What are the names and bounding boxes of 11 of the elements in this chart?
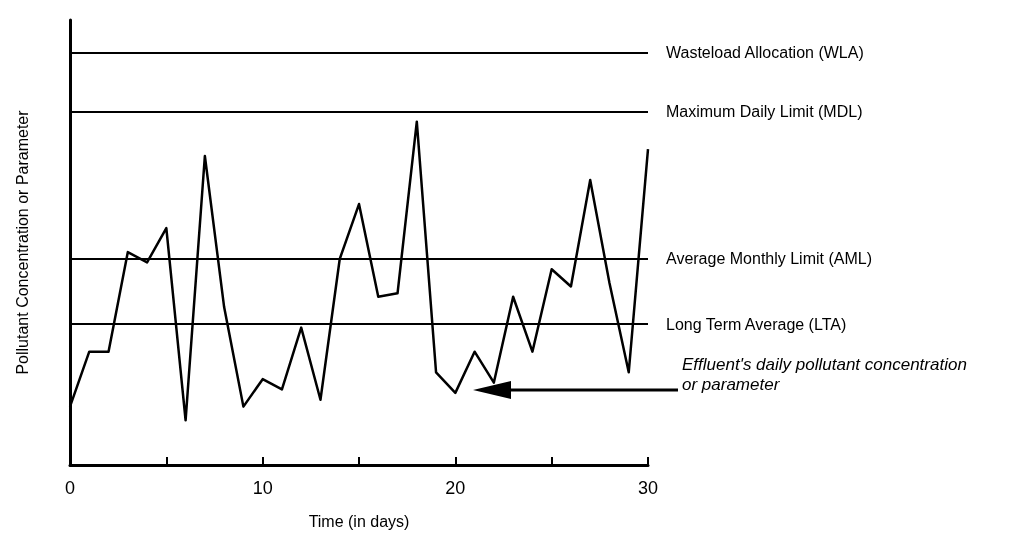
x-tick-label: 10	[252, 478, 273, 498]
text: Effluent's daily pollutant concentration or parameter	[682, 355, 968, 395]
x-tick-label: 30	[637, 478, 659, 498]
x-tick-label: 0	[64, 478, 76, 498]
x-tick-label: 20	[445, 478, 466, 498]
x-axis-title: Time (in days)	[308, 512, 410, 530]
ref-line-label: Wasteload Allocation (WLA)	[666, 44, 864, 62]
ref-line-label: Maximum Daily Limit (MDL)	[666, 102, 863, 120]
y-axis-title: Pollutant Concentration or Parameter	[13, 109, 31, 375]
ref-line-label: Average Monthly Limit (AML)	[666, 250, 872, 268]
ref-line-label: Long Term Average (LTA)	[666, 315, 847, 333]
